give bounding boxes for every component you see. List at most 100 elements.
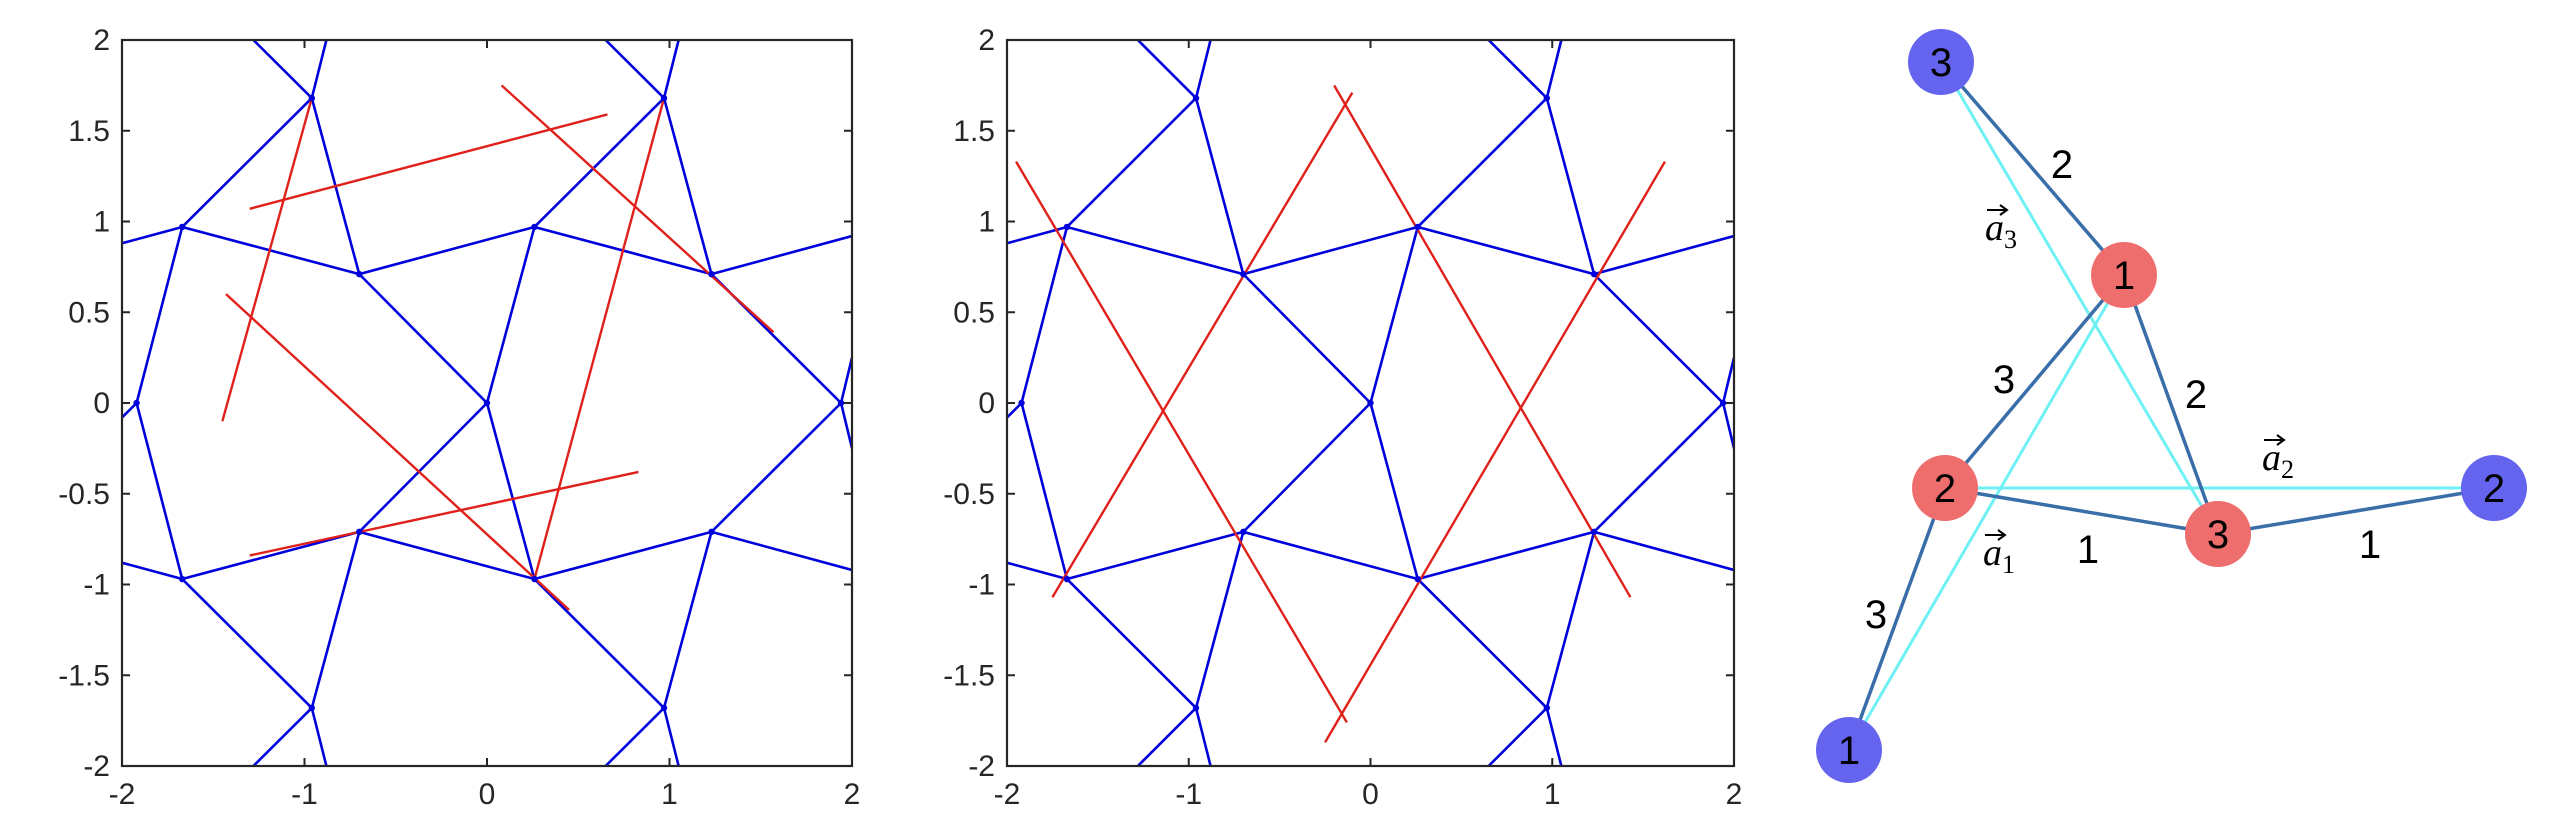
red-line bbox=[249, 470, 639, 557]
network-edge bbox=[1545, 531, 1596, 709]
network-vertex bbox=[1018, 399, 1025, 407]
network-edge bbox=[1242, 530, 1419, 581]
network-vertex bbox=[356, 528, 363, 536]
network-vertex bbox=[308, 94, 315, 102]
network-edge bbox=[1136, 707, 1197, 766]
bond-label: 1 bbox=[2359, 523, 2381, 567]
network-edge bbox=[1721, 402, 1734, 449]
node-label: 3 bbox=[2207, 513, 2229, 557]
network-edge bbox=[604, 40, 665, 100]
network-vertex bbox=[1543, 704, 1550, 712]
red-line bbox=[500, 84, 775, 334]
red-line bbox=[221, 97, 313, 422]
node-label: 1 bbox=[2113, 254, 2135, 298]
network-edge bbox=[533, 97, 665, 228]
y-tick-label: 0 bbox=[978, 387, 995, 420]
network-vertex bbox=[1192, 704, 1200, 712]
network-vertex bbox=[531, 575, 538, 583]
x-tick-label: -2 bbox=[994, 778, 1021, 811]
network-edge bbox=[1066, 225, 1244, 276]
network-vertex bbox=[356, 270, 363, 278]
x-tick-label: 2 bbox=[1726, 778, 1743, 811]
node-label: 2 bbox=[2483, 467, 2505, 511]
network-vertex bbox=[1414, 223, 1421, 231]
node-top-blue-3: 3 bbox=[1908, 29, 1974, 95]
network-edge bbox=[122, 402, 138, 419]
network-edge bbox=[181, 578, 313, 709]
network-edge bbox=[839, 402, 852, 449]
bond-edge bbox=[1944, 486, 2219, 536]
network-edge bbox=[135, 402, 184, 580]
lattice-vector-label-a2: a2 bbox=[2262, 434, 2294, 484]
network-edge bbox=[1136, 40, 1197, 99]
network-edge bbox=[1721, 357, 1734, 404]
bond-label: 3 bbox=[1993, 358, 2015, 402]
network-edge bbox=[711, 234, 852, 276]
left-network-plot: -2 -1 0 1 2 -2 -1.5 -1 -0.5 0 0.5 1 1.5 2 bbox=[58, 24, 860, 811]
network-edge bbox=[181, 530, 360, 581]
network-vertex bbox=[837, 399, 845, 407]
network-edge bbox=[604, 706, 665, 766]
network-edge bbox=[1416, 97, 1548, 228]
vector-arrowhead-icon bbox=[1999, 204, 2009, 216]
network-vertex bbox=[660, 94, 668, 102]
lattice-vector-a1 bbox=[1847, 274, 2126, 751]
network-vertex bbox=[1240, 270, 1247, 278]
network-vertex bbox=[1367, 399, 1374, 407]
network-edge bbox=[1369, 226, 1420, 404]
node-right-blue-2: 2 bbox=[2461, 455, 2527, 521]
network-edge bbox=[662, 707, 680, 766]
node-label: 2 bbox=[1934, 467, 1956, 511]
y-tick-label: 0 bbox=[93, 387, 110, 420]
network-vertex bbox=[1240, 528, 1247, 536]
network-edge bbox=[1242, 273, 1372, 404]
network-vertex bbox=[708, 528, 715, 536]
vector-arrowhead-icon bbox=[2276, 434, 2286, 446]
network-edge bbox=[1416, 578, 1548, 709]
x-tick-label: -1 bbox=[1175, 778, 1202, 811]
bond-edge bbox=[2217, 486, 2495, 536]
bond-edge bbox=[1943, 273, 2126, 490]
y-tick-label: -0.5 bbox=[58, 478, 110, 511]
y-tick-label: 0.5 bbox=[953, 296, 995, 329]
network-edge bbox=[122, 225, 183, 245]
network-edge bbox=[1417, 225, 1595, 276]
network-vertex bbox=[308, 704, 315, 712]
network-vertex bbox=[1719, 399, 1727, 407]
network-edge bbox=[1242, 225, 1419, 276]
blue-node-circle bbox=[2461, 455, 2527, 521]
network-edge bbox=[1593, 273, 1725, 404]
network-edge bbox=[1194, 97, 1245, 275]
lattice-vector-label-a1: a1 bbox=[1983, 529, 2015, 579]
node-center-red-3: 3 bbox=[2185, 501, 2251, 567]
middle-network-plot: -2 -1 0 1 2 -2 -1.5 -1 -0.5 0 0.5 1 1.5 2 bbox=[943, 24, 1742, 811]
network-edge bbox=[1066, 578, 1197, 709]
network-edge bbox=[711, 530, 852, 572]
bond-label: 3 bbox=[1865, 593, 1887, 637]
network-edge bbox=[1545, 97, 1596, 275]
plot-area bbox=[122, 40, 852, 766]
y-tick-label: -2 bbox=[968, 750, 995, 783]
network-edge bbox=[534, 530, 712, 581]
y-tick-label: -1 bbox=[83, 569, 110, 602]
y-tick-label: 0.5 bbox=[68, 296, 110, 329]
y-tick-label: 2 bbox=[93, 24, 110, 57]
network-vertex bbox=[1590, 270, 1598, 278]
bond-label: 1 bbox=[2077, 528, 2099, 572]
y-tick-label: 1 bbox=[978, 206, 995, 239]
y-tick-label: 1.5 bbox=[68, 115, 110, 148]
vector-arrowhead-icon bbox=[1997, 529, 2007, 541]
network-edge bbox=[252, 706, 313, 766]
network-vertex bbox=[1063, 223, 1071, 231]
network-edge bbox=[839, 357, 852, 404]
network-edge bbox=[1007, 402, 1023, 419]
network-edge bbox=[1194, 531, 1245, 709]
bond-edge bbox=[1939, 60, 2126, 277]
blue-node-circle bbox=[1816, 717, 1882, 783]
red-node-circle bbox=[1912, 455, 1978, 521]
network-edge bbox=[1417, 530, 1595, 581]
network-edge bbox=[1066, 530, 1244, 581]
network-vertex bbox=[1543, 94, 1550, 102]
network-edge bbox=[358, 225, 535, 276]
y-tick-label: 1 bbox=[93, 206, 110, 239]
